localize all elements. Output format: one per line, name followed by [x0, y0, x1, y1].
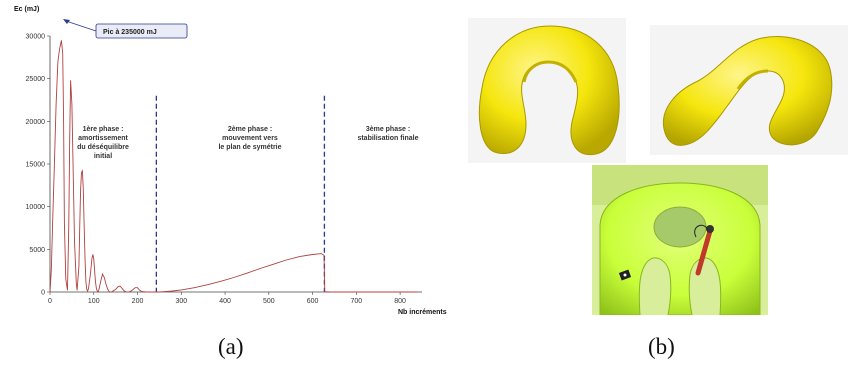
- ticks: 0 5000 10000 15000 20000 25000 30000 0 100 200 300…: [26, 34, 407, 306]
- peak-callout-text: Pic à 235000 mJ: [103, 29, 157, 36]
- phase-1-line-3: du déséquilibre: [77, 144, 129, 151]
- x-tick-label: 300: [175, 298, 187, 305]
- y-tick-label: 0: [41, 290, 45, 297]
- caption-b: (b): [648, 334, 675, 359]
- x-tick-label: 400: [219, 298, 231, 305]
- phase-1-line-2: amortissement: [78, 135, 128, 142]
- phase-3-text: 3ème phase : stabilisation finale: [357, 126, 418, 142]
- pillow-perspective-render: [650, 25, 848, 155]
- phase-1-line-4: initial: [94, 153, 112, 160]
- phase-3-line-2: stabilisation finale: [357, 135, 418, 142]
- x-tick-label: 200: [132, 298, 144, 305]
- y-tick-label: 25000: [26, 76, 46, 83]
- phase-1-line-1: 1ère phase :: [83, 126, 124, 133]
- x-tick-label: 0: [48, 298, 52, 305]
- caption-a: (a): [218, 334, 244, 359]
- y-axis-label: Ec (mJ): [14, 6, 39, 13]
- y-tick-label: 10000: [26, 204, 46, 211]
- phase-1-text: 1ère phase : amortissement du déséquilib…: [77, 126, 129, 160]
- y-tick-label: 15000: [26, 162, 46, 169]
- phase-2-line-2: mouvement vers: [222, 135, 278, 142]
- peak-callout: Pic à 235000 mJ: [63, 19, 188, 39]
- y-tick-label: 5000: [29, 247, 45, 254]
- x-axis-label: Nb incréments: [398, 309, 447, 316]
- phase-2-text: 2ème phase : mouvement vers le plan de s…: [218, 126, 281, 151]
- inflated-pillow-photo: [592, 165, 768, 315]
- marks: [49, 40, 418, 293]
- axes: [49, 36, 422, 293]
- x-tick-label: 700: [351, 298, 363, 305]
- pillow-front-render: [468, 18, 626, 163]
- energy-curve: [49, 40, 418, 293]
- phase-3-line-1: 3ème phase :: [366, 126, 410, 133]
- phase-2-line-3: le plan de symétrie: [218, 144, 281, 151]
- x-tick-label: 100: [88, 298, 100, 305]
- y-tick-label: 30000: [26, 34, 46, 41]
- x-tick-label: 800: [394, 298, 406, 305]
- x-tick-label: 600: [307, 298, 319, 305]
- energy-chart: 0 5000 10000 15000 20000 25000 30000 0 100 200 300…: [14, 6, 447, 316]
- x-tick-label: 500: [263, 298, 275, 305]
- phase-2-line-1: 2ème phase :: [228, 126, 272, 133]
- y-tick-label: 20000: [26, 119, 46, 126]
